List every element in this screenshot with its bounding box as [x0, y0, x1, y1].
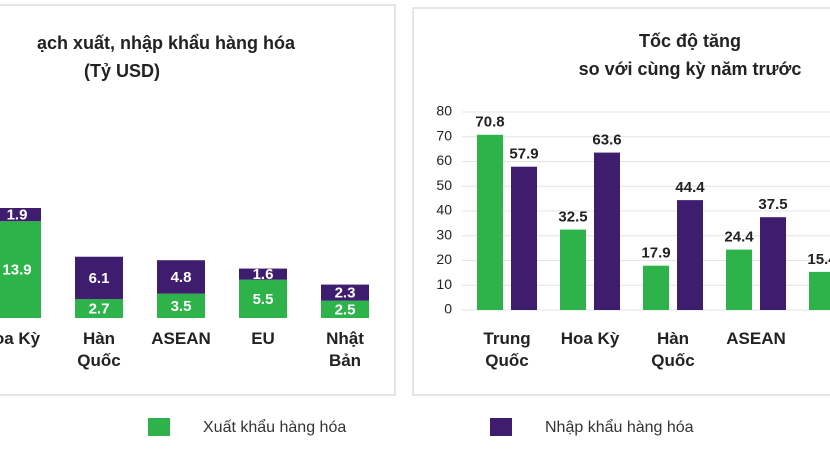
- legend-label: Nhập khẩu hàng hóa: [545, 418, 694, 436]
- legend-label: Xuất khẩu hàng hóa: [203, 418, 346, 436]
- bar-segment: [0, 221, 41, 318]
- value-label: 44.4: [675, 179, 705, 196]
- bar: [643, 265, 669, 310]
- y-tick-label: 40: [436, 202, 452, 218]
- x-tick-label: ASEAN: [726, 329, 786, 348]
- value-label: 15.4: [807, 251, 830, 268]
- bar-segment: [239, 268, 287, 280]
- value-label: 24.4: [724, 229, 754, 246]
- x-tick-label: Hoa Kỳ: [560, 329, 620, 348]
- value-label: 4.8: [171, 269, 192, 286]
- bar-segment: [0, 208, 41, 222]
- y-tick-label: 70: [436, 127, 452, 143]
- bar-segment: [321, 284, 369, 301]
- value-label: 63.6: [592, 132, 621, 149]
- chart-title: so với cùng kỳ năm trước: [579, 59, 802, 79]
- bar-segment: [321, 300, 369, 318]
- y-tick-label: 0: [444, 301, 452, 317]
- bar: [726, 249, 752, 310]
- value-label: 57.9: [509, 146, 538, 163]
- chart-title: (Tỷ USD): [84, 61, 160, 81]
- bar-segment: [157, 260, 205, 294]
- value-label: 17.9: [641, 245, 670, 262]
- value-label: 2.3: [335, 285, 356, 302]
- x-tick-label: Hàn Quốc: [77, 329, 121, 370]
- value-label: 6.1: [89, 270, 110, 287]
- value-label: 3.5: [171, 298, 192, 315]
- y-tick-label: 30: [436, 226, 452, 242]
- value-label: 1.6: [253, 266, 274, 283]
- x-tick-label: Nhật Bản: [326, 329, 364, 370]
- bar: [511, 166, 537, 310]
- chart-title: ạch xuất, nhập khẩu hàng hóa: [37, 33, 296, 53]
- bar: [809, 271, 830, 310]
- x-tick-label: Hàn Quốc: [651, 329, 695, 370]
- bar-segment: [75, 299, 123, 318]
- bar: [594, 152, 620, 310]
- value-label: 37.5: [758, 196, 787, 213]
- bar: [560, 229, 586, 310]
- y-tick-label: 10: [436, 276, 452, 292]
- legend-swatch: [490, 418, 512, 436]
- x-tick-label: ASEAN: [151, 329, 211, 348]
- value-label: 32.5: [558, 209, 587, 226]
- legend-swatch: [148, 418, 170, 436]
- value-label: 2.7: [89, 301, 110, 318]
- x-tick-label: EU: [251, 329, 275, 348]
- bar-segment: [75, 256, 123, 300]
- y-tick-label: 50: [436, 177, 452, 193]
- x-tick-label: oa Kỳ: [0, 329, 41, 348]
- value-label: 5.5: [253, 291, 274, 308]
- y-tick-label: 80: [436, 103, 452, 119]
- value-label: 13.9: [2, 262, 31, 279]
- bar-segment: [157, 293, 205, 318]
- value-label: 1.9: [7, 207, 28, 224]
- chart-title: Tốc độ tăng: [639, 31, 741, 51]
- bar: [760, 217, 786, 310]
- y-tick-label: 20: [436, 251, 452, 267]
- bar-segment: [239, 279, 287, 318]
- bar: [477, 134, 503, 310]
- value-label: 70.8: [475, 114, 504, 131]
- x-tick-label: Trung Quốc: [483, 329, 531, 370]
- left-panel: [0, 4, 396, 396]
- y-tick-label: 60: [436, 152, 452, 168]
- value-label: 2.5: [335, 301, 356, 318]
- bar: [677, 200, 703, 310]
